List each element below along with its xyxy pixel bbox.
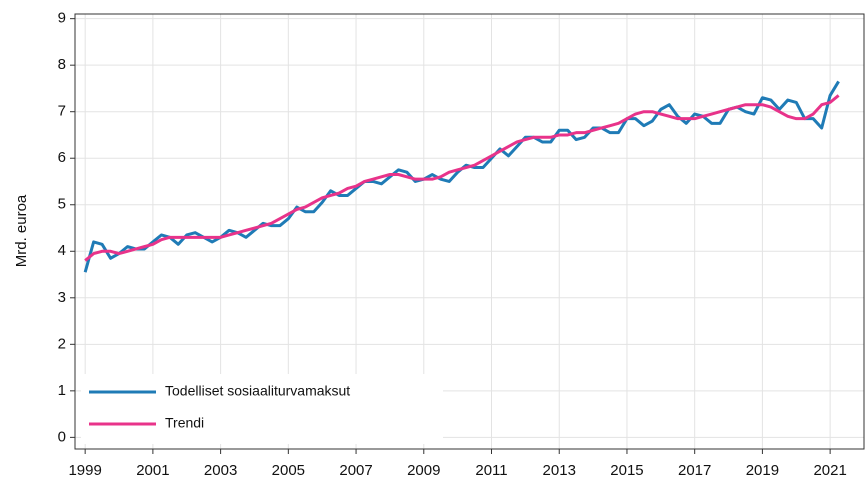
legend-label: Trendi [165,415,204,431]
plot-frame [74,13,865,450]
y-tick-label: 5 [58,196,66,213]
x-tick-label: 2017 [678,462,711,479]
y-tick-label: 1 [58,382,66,399]
y-tick-label: 0 [58,428,66,445]
y-tick-label: 8 [58,56,66,73]
x-tick-label: 2019 [746,462,779,479]
line [84,94,840,262]
legend-label: Todelliset sosiaaliturvamaksut [165,383,350,399]
y-tick-label: 7 [58,103,66,120]
x-tick-label: 2011 [475,462,507,479]
x-tick-label: 2001 [136,462,169,479]
legend-box [81,374,443,444]
x-tick-label: 2007 [339,462,372,479]
y-tick-label: 3 [58,289,66,306]
x-tick-label: 2003 [204,462,237,479]
x-tick-label: 2005 [272,462,305,479]
y-tick-label: 6 [58,149,66,166]
x-tick-label: 2013 [543,462,576,479]
x-tick-label: 1999 [68,462,101,479]
y-axis-label: Mrd. euroa [13,194,30,267]
x-tick-label: 2009 [407,462,440,479]
y-tick-label: 4 [58,242,66,259]
x-tick-label: 2015 [610,462,643,479]
y-tick-label: 2 [58,335,66,352]
x-tick-label: 2021 [813,462,846,479]
y-tick-label: 9 [58,10,66,27]
